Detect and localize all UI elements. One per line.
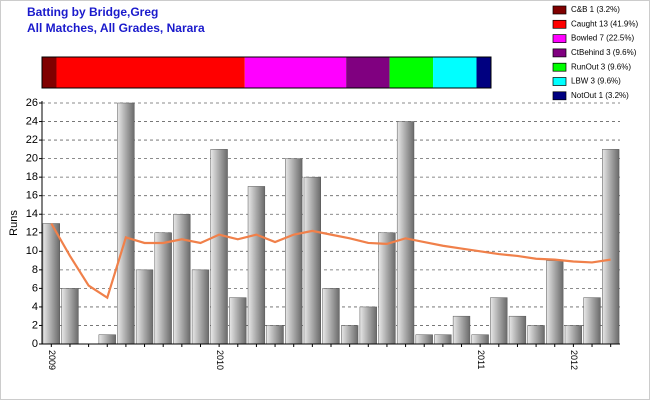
y-tick-label: 4: [32, 301, 38, 313]
x-tick-label: 2012: [569, 350, 579, 370]
bar: [229, 297, 247, 345]
y-axis-label: Runs: [8, 210, 20, 236]
x-tick-label: 2009: [47, 350, 57, 370]
chart-title: Batting by Bridge,Greg: [27, 5, 158, 19]
y-tick-label: 24: [26, 115, 38, 127]
bar: [117, 102, 135, 345]
legend-swatch: [552, 5, 567, 15]
y-tick-label: 16: [26, 190, 38, 202]
dismissal-segment: [389, 57, 434, 88]
bar: [564, 325, 583, 345]
legend-label: NotOut 1 (3.2%): [571, 91, 629, 100]
y-tick-label: 20: [26, 153, 38, 165]
legend-swatch: [552, 48, 567, 58]
y-tick-label: 14: [26, 208, 38, 220]
bar: [434, 334, 452, 345]
dismissal-segment: [476, 57, 491, 88]
bar: [42, 223, 60, 345]
bar: [583, 297, 601, 345]
y-tick-label: 10: [26, 245, 38, 257]
legend-label: CtBehind 3 (9.6%): [571, 48, 637, 57]
dismissal-segment: [56, 57, 245, 88]
legend-label: RunOut 3 (9.6%): [571, 62, 631, 71]
legend-label: Bowled 7 (22.5%): [571, 34, 634, 43]
bar: [341, 325, 359, 345]
dismissal-segment: [42, 57, 57, 88]
y-tick-label: 8: [32, 264, 38, 276]
y-tick-label: 2: [32, 319, 38, 331]
legend-swatch: [552, 34, 567, 43]
bar: [415, 334, 433, 345]
legend-swatch: [552, 91, 567, 101]
dismissal-segment: [433, 57, 477, 88]
legend-swatch: [552, 62, 567, 72]
legend-swatch: [552, 19, 567, 29]
dismissal-segment: [244, 57, 347, 88]
chart-subtitle: All Matches, All Grades, Narara: [27, 21, 205, 35]
bar: [452, 315, 471, 345]
y-tick-label: 12: [26, 227, 38, 239]
x-tick-label: 2011: [476, 350, 486, 369]
bar: [471, 334, 489, 345]
bar: [61, 288, 79, 345]
legend-label: C&B 1 (3.2%): [571, 5, 620, 14]
bar: [546, 260, 564, 345]
y-tick-label: 0: [32, 338, 38, 350]
bar: [378, 232, 396, 345]
bar: [490, 297, 508, 345]
bar: [508, 315, 527, 345]
bar: [602, 149, 620, 345]
legend-label: LBW 3 (9.6%): [571, 77, 621, 86]
bar: [247, 186, 266, 345]
bar: [266, 325, 284, 345]
y-tick-label: 26: [26, 97, 38, 109]
bar: [527, 325, 545, 345]
legend-swatch: [552, 77, 567, 86]
bar: [191, 269, 210, 345]
bar: [303, 176, 321, 345]
bar: [98, 334, 116, 345]
dismissal-strip-border: [41, 56, 492, 89]
y-tick-label: 22: [26, 134, 38, 146]
bar: [173, 213, 191, 345]
bar: [359, 306, 377, 345]
y-tick-label: 6: [32, 282, 38, 294]
bar: [396, 121, 415, 345]
bar: [285, 158, 303, 345]
bar: [135, 269, 154, 345]
bar: [210, 149, 228, 345]
legend-label: Caught 13 (41.9%): [571, 19, 638, 28]
bar: [322, 288, 340, 345]
bar: [154, 232, 172, 345]
average-line: [50, 222, 611, 300]
dismissal-segment: [346, 57, 390, 88]
x-tick-label: 2010: [215, 350, 225, 370]
y-tick-label: 18: [26, 171, 38, 183]
